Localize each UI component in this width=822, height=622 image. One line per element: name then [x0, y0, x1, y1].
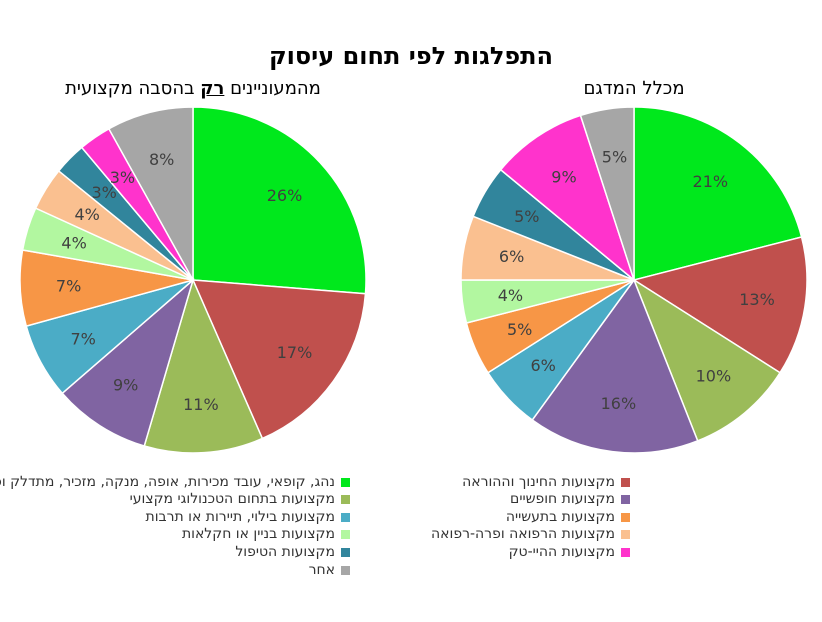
chart-title: התפלגות לפי תחום עיסוק — [268, 42, 554, 70]
left-pie-data-label: 17% — [277, 343, 313, 362]
left-pie-data-label: 9% — [113, 375, 138, 394]
left-pie-data-label: 4% — [75, 205, 100, 224]
left-pie-data-label: 7% — [71, 329, 96, 348]
left-pie-slice — [107, 106, 194, 283]
right-pie-data-label: 6% — [499, 247, 524, 266]
right-pie-slice — [579, 106, 635, 281]
left-pie-data-label: 3% — [110, 168, 135, 187]
right-pie-title-text: מכלל המדגם — [583, 78, 685, 99]
left-pie-title: מהמעוניינים רק בהסבה מקצועית — [65, 78, 321, 99]
left-pie-data-label: 4% — [61, 234, 86, 253]
left-pie-title-prefix: מהמעוניינים — [224, 78, 321, 99]
right-pie-slice — [632, 236, 808, 374]
right-pie-slice — [633, 106, 803, 281]
left-pie-data-label: 8% — [149, 150, 174, 169]
left-pie-title-suffix: בהסבה מקצועית — [65, 78, 201, 99]
left-pie-slice — [61, 277, 195, 447]
left-pie-data-label: 3% — [92, 183, 117, 202]
right-pie-slice — [632, 278, 782, 442]
left-pie-data-label: 7% — [56, 276, 81, 295]
left-pie-slice — [192, 106, 367, 295]
left-pie-slice — [143, 277, 264, 454]
left-pie-data-label: 26% — [267, 186, 303, 205]
left-pie: 26% 17% 11% 9% 7% 7% 4% 4% 3%3% 8% — [19, 106, 367, 454]
right-pie-data-label: 6% — [531, 356, 556, 375]
right-pie-data-label: 10% — [696, 367, 732, 386]
right-pie-slice — [531, 278, 699, 454]
right-pie-data-label: 9% — [551, 168, 576, 187]
right-pie-data-label: 21% — [693, 172, 729, 191]
right-pie-data-label: 13% — [739, 290, 775, 309]
left-pie-data-label: 11% — [183, 395, 219, 414]
right-pie-title: מכלל המדגם — [583, 78, 684, 99]
right-pie-data-label: 5% — [507, 320, 532, 339]
right-pie-data-label: 4% — [498, 286, 523, 305]
left-pie-title-emphasis: רק — [200, 78, 225, 99]
right-pie-data-label: 5% — [514, 207, 539, 226]
right-pie: 21% 13% 10% 16% 6% 5% 4% 6% 5% 9% 5% — [460, 106, 808, 454]
right-pie-slice — [499, 114, 636, 283]
right-pie-data-label: 5% — [602, 148, 627, 167]
left-pie-slice — [191, 279, 367, 440]
right-pie-data-label: 16% — [601, 394, 637, 413]
